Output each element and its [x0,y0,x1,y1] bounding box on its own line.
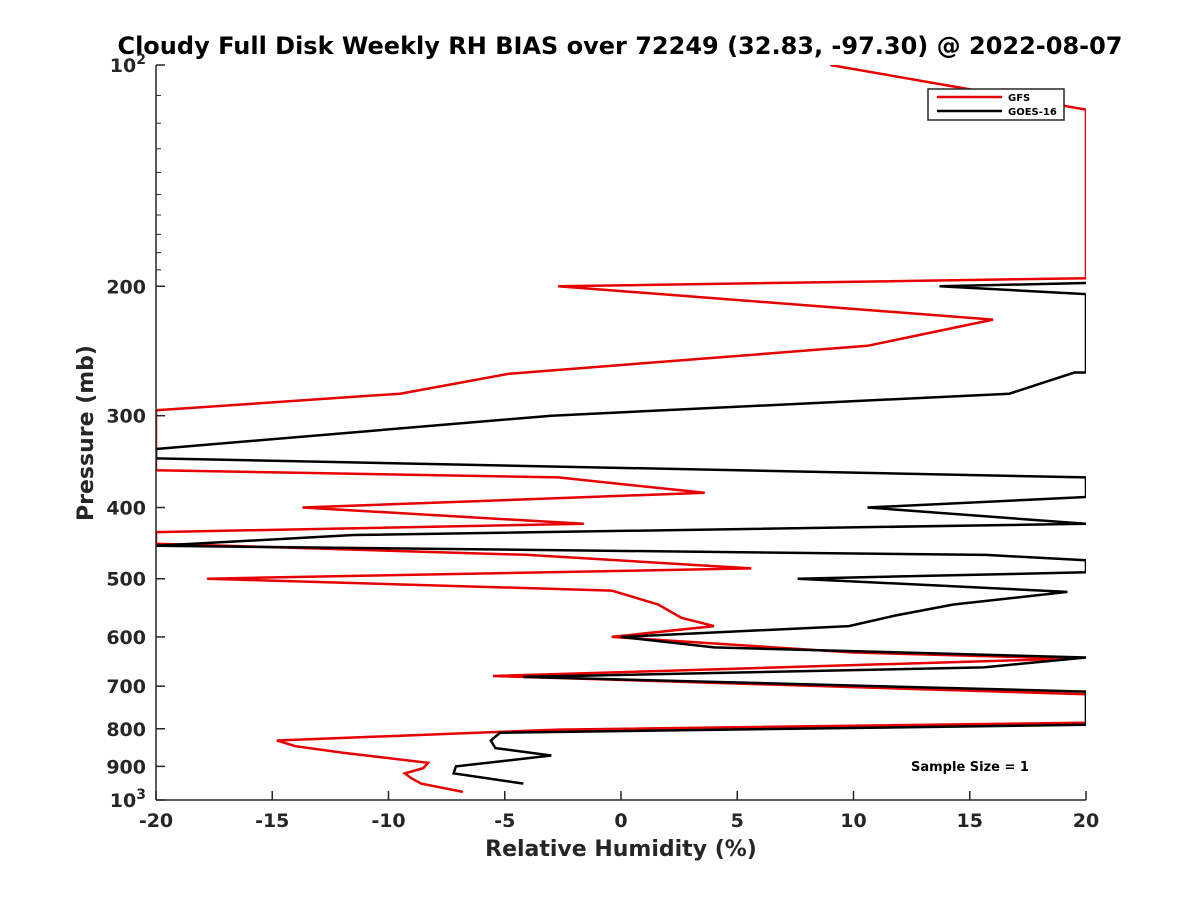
sample-size-annotation: Sample Size = 1 [911,760,1029,775]
x-tick-label: -15 [255,810,289,832]
ticks-layer: -20 -15 -10 -5 0 5 10 15 20 102 200 300 400 500 600 700… [106,52,1099,832]
x-tick-label: -5 [494,810,515,832]
y-tick-label: 103 [110,787,146,812]
x-tick-label: 10 [840,810,866,832]
x-axis-label: Relative Humidity (%) [485,837,757,862]
y-tick-label: 600 [106,627,146,649]
chart-title: Cloudy Full Disk Weekly RH BIAS over 722… [117,32,1122,60]
series-layer [156,65,1086,794]
x-tick-label: 5 [731,810,744,832]
legend-label-gfs: GFS [1008,93,1030,104]
x-tick-label: 20 [1073,810,1099,832]
series-line-goes16 [156,281,1086,785]
y-tick-label: 900 [106,756,146,778]
legend-box [927,88,1065,121]
legend: GFS GOES-16 [927,88,1065,121]
y-tick-label: 800 [106,719,146,741]
y-tick-label: 500 [106,569,146,591]
x-tick-label: -10 [371,810,405,832]
x-tick-label: 0 [614,810,627,832]
y-tick-label: 200 [106,276,146,298]
x-tick-label: 15 [957,810,983,832]
series-line-gfs [156,65,1086,794]
y-tick-label: 700 [106,676,146,698]
y-tick-label: 300 [106,406,146,428]
legend-label-goes16: GOES-16 [1008,107,1057,118]
y-tick-label: 400 [106,498,146,520]
x-tick-label: -20 [139,810,173,832]
y-axis-label: Pressure (mb) [74,345,99,521]
y-tick-label: 102 [110,52,146,77]
